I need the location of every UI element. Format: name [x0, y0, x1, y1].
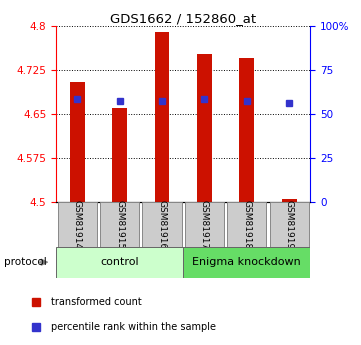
Text: GSM81916: GSM81916: [157, 200, 166, 249]
FancyBboxPatch shape: [143, 202, 182, 247]
Text: control: control: [100, 257, 139, 267]
FancyBboxPatch shape: [58, 202, 97, 247]
FancyBboxPatch shape: [270, 202, 309, 247]
Text: transformed count: transformed count: [51, 297, 141, 307]
Text: Enigma knockdown: Enigma knockdown: [192, 257, 301, 267]
FancyBboxPatch shape: [185, 202, 224, 247]
Bar: [112, 108, 127, 202]
FancyBboxPatch shape: [227, 202, 266, 247]
Text: percentile rank within the sample: percentile rank within the sample: [51, 323, 216, 333]
Text: GSM81915: GSM81915: [115, 200, 124, 249]
FancyBboxPatch shape: [100, 202, 139, 247]
Title: GDS1662 / 152860_at: GDS1662 / 152860_at: [110, 12, 256, 25]
Text: GSM81918: GSM81918: [242, 200, 251, 249]
FancyBboxPatch shape: [183, 247, 310, 278]
Bar: [197, 54, 212, 202]
Text: protocol: protocol: [4, 257, 46, 267]
Text: GSM81919: GSM81919: [285, 200, 294, 249]
Bar: [282, 199, 297, 202]
Bar: [70, 82, 84, 202]
Bar: [239, 58, 254, 202]
Text: GSM81914: GSM81914: [73, 200, 82, 249]
Bar: [155, 32, 169, 202]
Text: GSM81917: GSM81917: [200, 200, 209, 249]
FancyBboxPatch shape: [56, 247, 183, 278]
